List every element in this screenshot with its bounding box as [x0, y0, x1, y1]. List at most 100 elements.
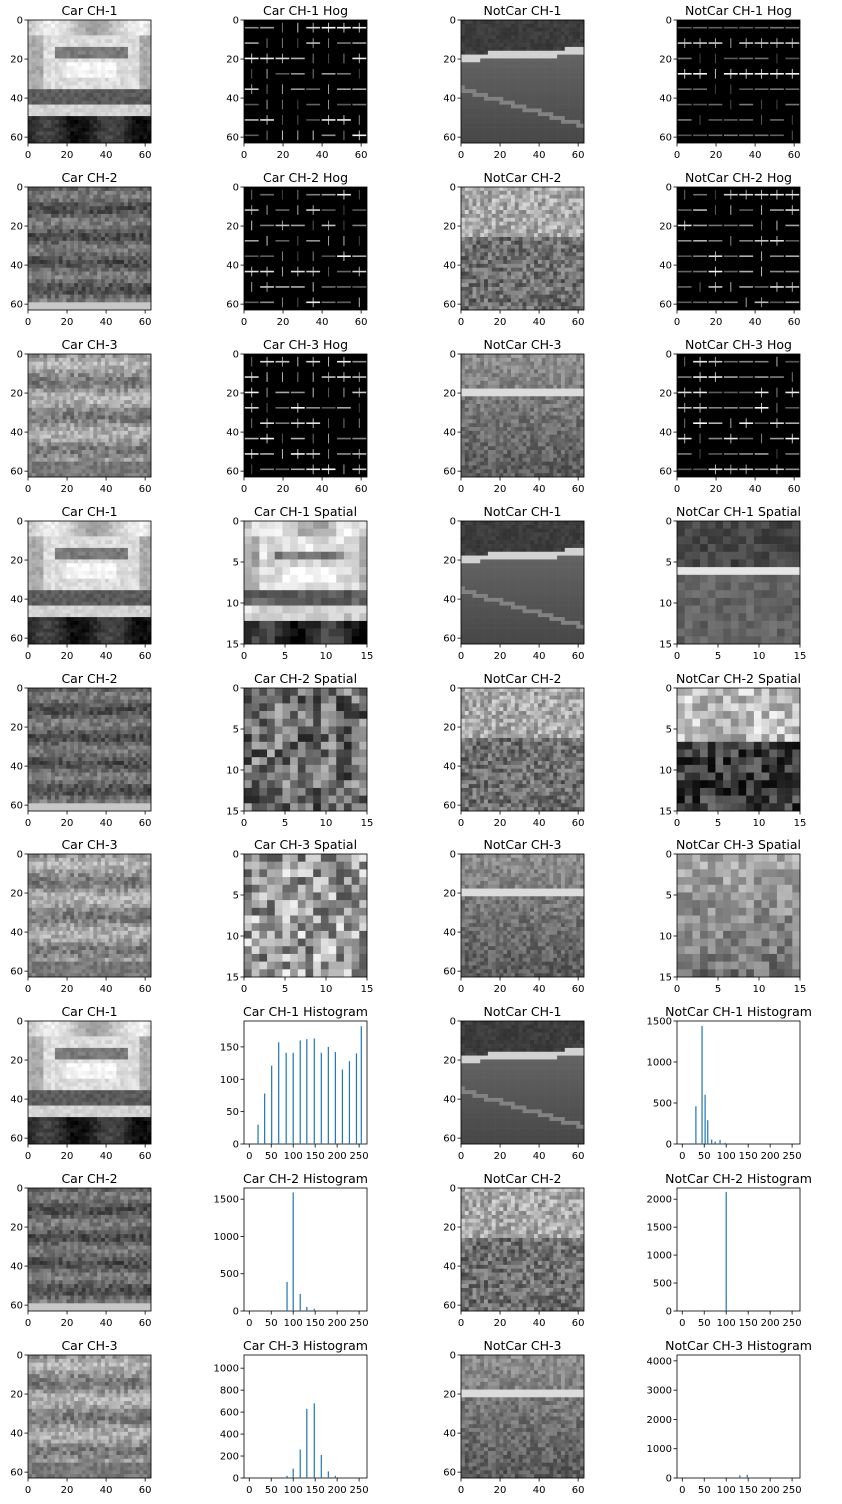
y-tick-label: 4000	[647, 1356, 672, 1367]
x-tick-label: 0	[679, 1151, 685, 1162]
x-tick-label: 50	[698, 1318, 711, 1329]
image-content	[461, 521, 585, 645]
y-tick-label: 20	[10, 1223, 23, 1234]
image-content	[244, 20, 367, 143]
y-tick-label: 40	[10, 1262, 23, 1273]
x-tick-label: 5	[282, 651, 288, 662]
x-tick-label: 0	[674, 317, 680, 328]
y-tick-label: 0	[233, 850, 239, 861]
y-tick-label: 1000	[647, 1444, 672, 1455]
x-tick-label: 40	[100, 1485, 113, 1496]
y-tick-label: 1000	[647, 1058, 672, 1069]
y-tick-label: 20	[443, 55, 456, 66]
histogram-bar	[306, 1039, 308, 1144]
histogram-bar	[306, 1408, 308, 1478]
y-tick-label: 60	[659, 300, 672, 311]
y-tick-label: 0	[17, 16, 23, 27]
subplot-title: NotCar CH-2 Hog	[685, 170, 792, 185]
y-tick-label: 20	[659, 222, 672, 233]
x-tick-label: 40	[533, 1151, 546, 1162]
x-tick-label: 200	[761, 1318, 780, 1329]
y-tick-label: 200	[220, 1452, 239, 1463]
subplot-title: NotCar CH-1 Hog	[685, 3, 792, 18]
x-tick-label: 40	[749, 150, 762, 161]
x-tick-label: 50	[265, 1151, 278, 1162]
y-tick-label: 20	[10, 723, 23, 734]
y-tick-label: 5	[666, 725, 672, 736]
histogram-bar	[711, 1139, 713, 1144]
y-tick-label: 60	[443, 1468, 456, 1479]
axes-frame	[460, 520, 585, 645]
y-tick-label: 0	[233, 517, 239, 528]
histogram-bar	[327, 1046, 329, 1144]
subplot-title: NotCar CH-3	[484, 337, 562, 352]
y-tick-label: 0	[666, 1140, 672, 1151]
x-tick-label: 250	[350, 1318, 369, 1329]
y-tick-label: 5	[233, 891, 239, 902]
x-tick-label: 100	[717, 1318, 736, 1329]
x-tick-label: 0	[458, 1485, 464, 1496]
image-content	[461, 854, 585, 978]
histogram-bar	[725, 1191, 727, 1311]
y-tick-label: 800	[220, 1386, 239, 1397]
x-tick-label: 20	[61, 1151, 74, 1162]
image-content	[28, 521, 152, 645]
histogram-bar	[334, 1052, 336, 1144]
y-tick-label: 500	[653, 1279, 672, 1290]
x-tick-label: 50	[265, 1485, 278, 1496]
axes-frame	[27, 520, 152, 645]
x-tick-label: 20	[277, 150, 290, 161]
y-tick-label: 40	[10, 428, 23, 439]
y-tick-label: 60	[10, 300, 23, 311]
histogram-bar	[313, 1308, 315, 1311]
image-content	[28, 187, 152, 311]
y-tick-label: 40	[443, 261, 456, 272]
x-tick-label: 20	[494, 651, 507, 662]
x-tick-label: 60	[572, 818, 585, 829]
axes-frame	[243, 687, 368, 812]
subplot-title: Car CH-2 Hog	[263, 170, 348, 185]
y-tick-label: 60	[10, 467, 23, 478]
x-tick-label: 60	[788, 150, 801, 161]
x-tick-label: 40	[533, 984, 546, 995]
axes-frame	[460, 353, 585, 478]
y-tick-label: 0	[450, 517, 456, 528]
y-tick-label: 0	[450, 850, 456, 861]
y-tick-label: 10	[226, 599, 239, 610]
y-tick-label: 60	[443, 967, 456, 978]
x-tick-label: 0	[458, 484, 464, 495]
histogram-bar	[355, 1053, 358, 1144]
y-tick-label: 40	[443, 928, 456, 939]
y-tick-label: 20	[659, 389, 672, 400]
axes-frame	[460, 687, 585, 812]
y-tick-label: 0	[233, 183, 239, 194]
x-tick-label: 20	[277, 484, 290, 495]
axes-frame	[243, 1354, 368, 1479]
x-tick-label: 50	[698, 1151, 711, 1162]
y-tick-label: 20	[10, 389, 23, 400]
x-tick-label: 20	[494, 1485, 507, 1496]
axes-frame	[676, 1020, 801, 1145]
subplot-title: NotCar CH-1	[484, 3, 562, 18]
x-tick-label: 0	[674, 984, 680, 995]
subplot-title: NotCar CH-3	[484, 837, 562, 852]
subplot-title: Car CH-1 Hog	[263, 3, 348, 18]
histogram-bar	[739, 1475, 741, 1478]
x-tick-label: 20	[61, 317, 74, 328]
image-content	[677, 20, 800, 143]
x-tick-label: 40	[316, 317, 329, 328]
x-tick-label: 40	[749, 317, 762, 328]
axes-frame	[27, 353, 152, 478]
axes-frame	[676, 853, 801, 978]
y-tick-label: 0	[450, 350, 456, 361]
y-tick-label: 1000	[214, 1364, 239, 1375]
y-tick-label: 0	[17, 850, 23, 861]
x-tick-label: 50	[265, 1318, 278, 1329]
y-tick-label: 5	[233, 558, 239, 569]
y-tick-label: 60	[10, 1468, 23, 1479]
